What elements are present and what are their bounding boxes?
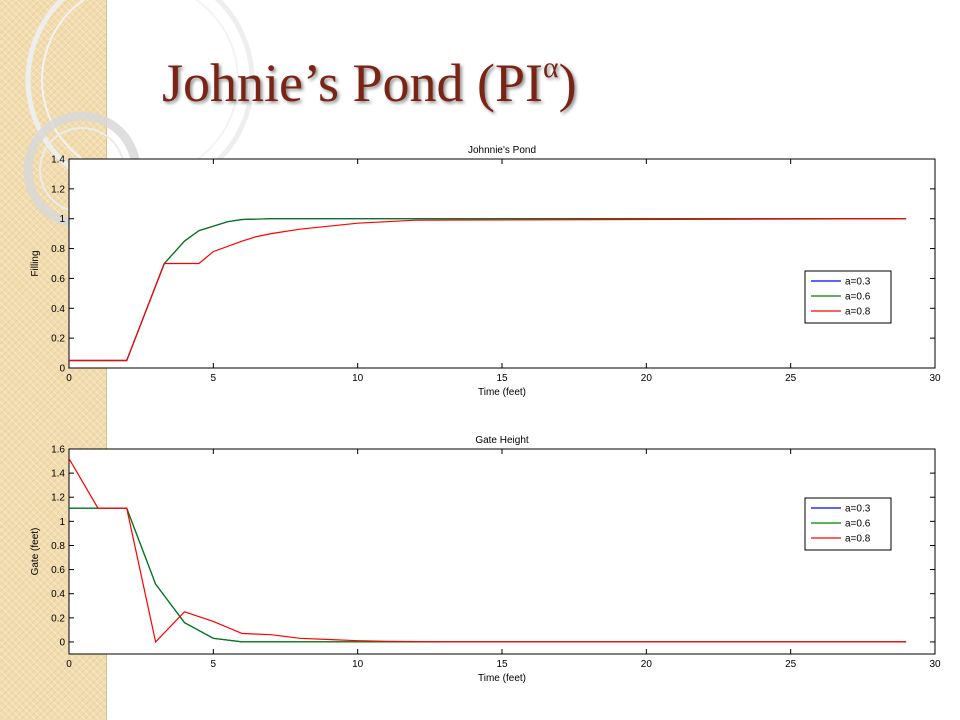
slide-title-close: ) [558, 52, 577, 113]
y-tick-label: 1.2 [51, 493, 65, 504]
legend-box [804, 497, 892, 551]
y-tick-label: 1.6 [51, 445, 65, 456]
y-tick-label: 0.6 [51, 274, 65, 285]
slide-title-alpha: α [543, 52, 559, 84]
chart-title: Johnnie's Pond [468, 145, 536, 156]
chart-title: Gate Height [475, 435, 529, 446]
series-line-a=0.8 [69, 218, 907, 362]
x-tick-label: 15 [496, 659, 508, 670]
y-tick-label: 1 [59, 214, 65, 225]
y-tick-label: 0.8 [51, 244, 65, 255]
x-tick-label: 10 [352, 659, 364, 670]
chart-1: 0 5 10 15 20 25 30 0 0.2 0.4 0.6 0.8 1 1.2 1.4 1.6 Gate … [30, 435, 941, 684]
y-tick-label: 1.4 [51, 469, 65, 480]
x-tick-label: 30 [929, 373, 941, 384]
legend-box [804, 270, 892, 324]
x-tick-label: 10 [352, 373, 364, 384]
chart-0: 0 5 10 15 20 25 30 0 0.2 0.4 0.6 0.8 1 1.2 1.4 Johnnie'… [30, 145, 941, 398]
legend-label: a=0.6 [845, 519, 871, 530]
y-tick-label: 1.2 [51, 184, 65, 195]
slide-title-main: Johnie’s Pond (PI [162, 52, 544, 113]
x-tick-label: 25 [785, 373, 797, 384]
x-tick-label: 0 [66, 659, 72, 670]
y-tick-label: 0 [59, 637, 65, 648]
legend-label: a=0.8 [845, 534, 871, 545]
y-tick-label: 1 [59, 517, 65, 528]
series-line-a=0.8 [69, 458, 907, 644]
x-axis-label: Time (feet) [478, 387, 526, 398]
x-tick-label: 30 [929, 659, 941, 670]
plot-area [68, 158, 936, 369]
plot-area [68, 448, 936, 655]
legend-label: a=0.8 [845, 307, 871, 318]
x-tick-label: 0 [66, 373, 72, 384]
x-tick-label: 5 [211, 373, 217, 384]
x-axis-label: Time (feet) [478, 673, 526, 684]
y-tick-label: 0.2 [51, 334, 65, 345]
y-axis-label: Gate (feet) [30, 528, 41, 576]
legend-label: a=0.3 [845, 504, 871, 515]
y-tick-label: 0.4 [51, 589, 65, 600]
x-tick-label: 25 [785, 659, 797, 670]
x-tick-label: 5 [211, 659, 217, 670]
slide-title: Johnie’s Pond (PIα) [162, 52, 577, 113]
y-tick-label: 0.6 [51, 565, 65, 576]
legend-label: a=0.6 [845, 292, 871, 303]
y-tick-label: 0.8 [51, 541, 65, 552]
y-tick-label: 0 [59, 364, 65, 375]
y-axis-label: Filling [30, 250, 41, 276]
y-tick-label: 1.4 [51, 155, 65, 166]
y-tick-label: 0.2 [51, 613, 65, 624]
x-tick-label: 15 [496, 373, 508, 384]
x-tick-label: 20 [641, 659, 653, 670]
y-tick-label: 0.4 [51, 304, 65, 315]
x-tick-label: 20 [641, 373, 653, 384]
legend-label: a=0.3 [845, 277, 871, 288]
